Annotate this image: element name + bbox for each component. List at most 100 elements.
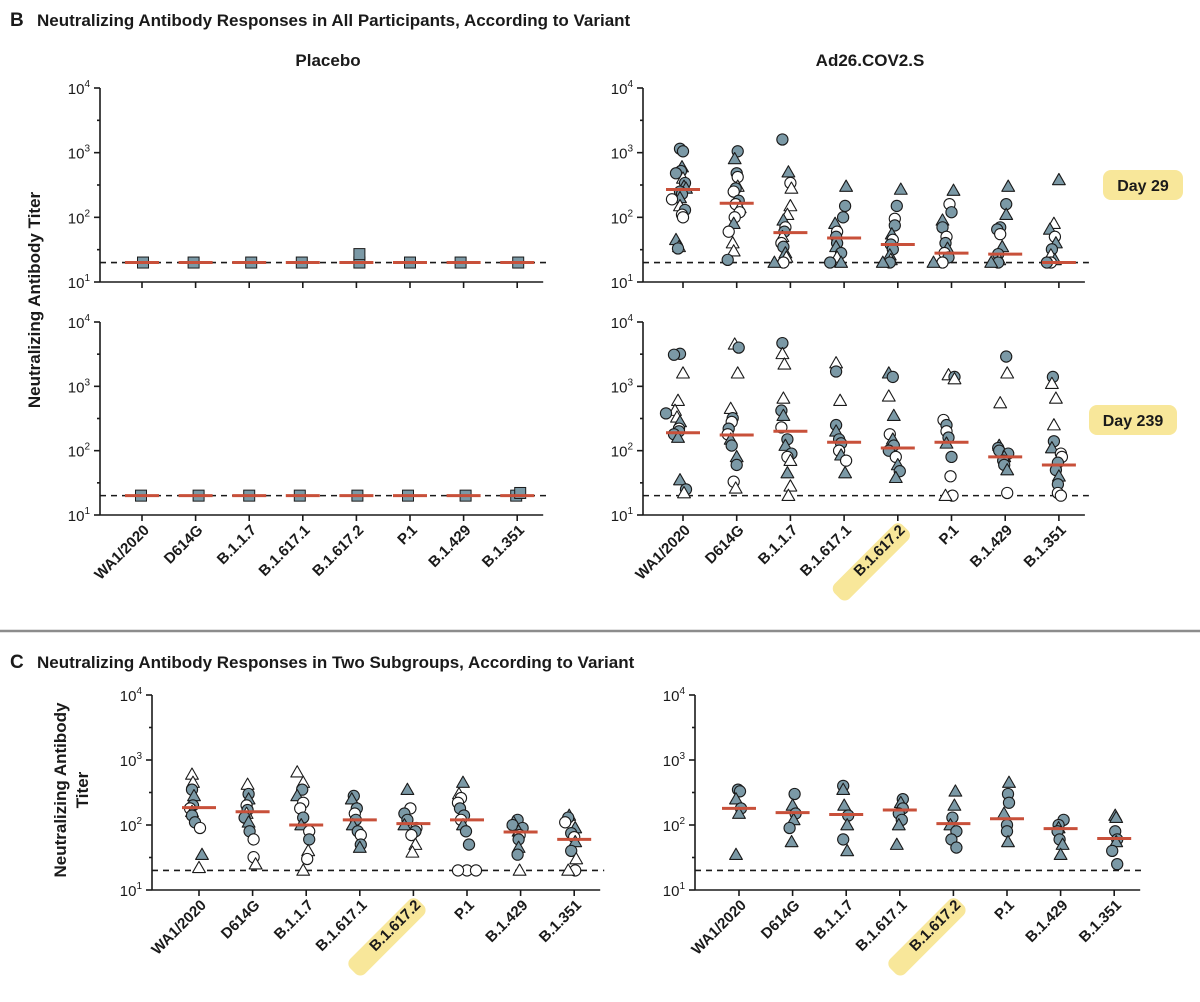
data-point-triangle (671, 393, 685, 406)
data-point-triangle (1000, 463, 1015, 476)
data-point-triangle (1044, 441, 1059, 454)
data-point-square (514, 486, 527, 499)
data-point-circle (823, 256, 837, 269)
data-point-triangle (569, 852, 584, 865)
y-tick-label: 101 (611, 273, 634, 292)
y-tick-label: 103 (68, 377, 91, 396)
data-point-circle (1000, 825, 1014, 838)
y-tick-label: 101 (120, 881, 143, 900)
y-tick-label: 102 (611, 442, 634, 461)
y-tick-label: 104 (120, 686, 143, 705)
data-point-triangle (352, 840, 367, 853)
day239-label: Day 239 (1103, 413, 1164, 430)
y-tick-label: 102 (68, 442, 91, 461)
data-point-triangle (840, 818, 855, 831)
data-point-circle (405, 828, 418, 842)
data-point-circle (671, 242, 685, 255)
y-tick-label: 102 (611, 208, 634, 227)
data-point-circle (669, 167, 683, 180)
data-point-triangle (512, 863, 527, 876)
data-point-triangle (993, 396, 1008, 409)
data-point-triangle (673, 473, 687, 486)
x-category-label: B.1.429 (1022, 897, 1071, 946)
data-point-triangle (1055, 837, 1070, 850)
highlight-badge (888, 898, 966, 976)
data-point-circle (193, 821, 207, 835)
data-point-circle (665, 193, 679, 206)
data-point-circle (1000, 350, 1013, 363)
data-point-triangle (888, 470, 903, 484)
data-point-circle (1106, 844, 1119, 858)
y-tick-label: 103 (120, 751, 143, 770)
data-point-triangle (840, 843, 855, 857)
data-point-circle (1054, 489, 1068, 502)
x-category-label: WA1/2020 (632, 522, 694, 584)
data-point-triangle (1046, 418, 1061, 431)
data-point-circle (944, 470, 957, 483)
x-category-label: B.1.351 (1076, 897, 1125, 946)
x-category-label: B.1.617.1 (256, 522, 314, 580)
data-point-circle (776, 133, 789, 146)
data-point-circle (945, 206, 958, 219)
data-point-circle (469, 864, 483, 877)
panel-b-y-axis-label: Neutralizing Antibody Titer (25, 191, 44, 408)
y-tick-label: 104 (68, 313, 91, 332)
group-title-placebo: Placebo (295, 51, 360, 70)
day239-badge (1089, 405, 1177, 435)
data-point-triangle (836, 782, 851, 795)
highlight-badge (348, 898, 426, 976)
panel-c-letter: C (10, 652, 24, 673)
data-point-triangle (1051, 172, 1066, 186)
data-point-triangle (1000, 366, 1015, 379)
x-category-label: B.1.617.1 (797, 522, 855, 580)
data-point-circle (836, 211, 850, 224)
highlight-badge-bg (888, 898, 966, 976)
x-category-label: B.1.351 (479, 522, 528, 571)
data-point-circle (303, 833, 316, 846)
data-point-triangle (777, 357, 792, 370)
data-point-triangle (938, 488, 953, 501)
day29-label: Day 29 (1117, 178, 1169, 195)
data-point-triangle (999, 207, 1014, 221)
highlight-badge-bg (348, 898, 426, 976)
data-point-triangle (767, 255, 782, 268)
data-point-triangle (778, 438, 793, 451)
x-category-label: B.1.1.7 (811, 897, 857, 943)
data-point-circle (890, 199, 903, 213)
data-point-triangle (781, 488, 796, 501)
data-point-triangle (730, 366, 745, 379)
day29-badge (1103, 170, 1183, 200)
data-point-triangle (671, 430, 685, 443)
data-point-circle (676, 211, 690, 224)
data-point-triangle (405, 845, 420, 858)
highlight-badge-bg (832, 523, 910, 601)
data-point-circle (511, 848, 524, 861)
x-category-label: D614G (758, 897, 804, 943)
data-point-triangle (776, 391, 791, 404)
x-category-label: B.1.351 (1021, 522, 1070, 571)
highlight-badge (832, 523, 910, 601)
data-point-circle (559, 816, 572, 829)
x-category-label: B.1.429 (482, 897, 531, 946)
data-point-triangle (723, 401, 738, 414)
x-category-label: B.1.429 (967, 522, 1016, 571)
y-tick-label: 101 (68, 506, 91, 525)
data-point-triangle (780, 466, 795, 479)
chart-B-placebo-day29: 101 102 103 104 (68, 79, 548, 292)
data-point-circle (838, 199, 852, 213)
data-point-triangle (881, 389, 896, 402)
data-point-triangle (1109, 810, 1124, 823)
data-point-triangle (783, 198, 798, 212)
x-category-label: WA1/2020 (688, 897, 750, 959)
data-point-circle (839, 454, 853, 467)
y-tick-label: 103 (611, 377, 634, 396)
data-point-circle (451, 864, 465, 877)
data-point-triangle (946, 183, 961, 196)
x-category-label: WA1/2020 (148, 897, 210, 959)
data-point-triangle (1002, 775, 1016, 788)
x-category-label: B.1.429 (425, 522, 474, 571)
x-category-label: P.1 (936, 522, 963, 549)
data-point-triangle (561, 863, 576, 876)
